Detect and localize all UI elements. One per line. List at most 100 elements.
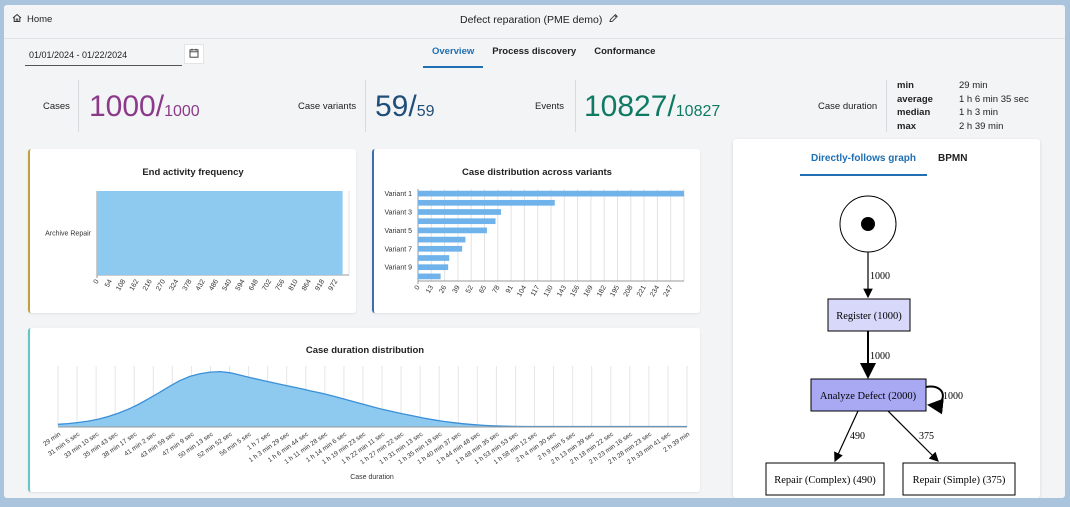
x-tick-label: 378 bbox=[182, 278, 194, 292]
case-duration-table: min 29 min average 1 h 6 min 35 sec median… bbox=[897, 80, 1029, 134]
x-tick-label: 182 bbox=[596, 284, 608, 298]
home-icon bbox=[12, 13, 22, 26]
divider bbox=[78, 80, 79, 132]
calendar-icon bbox=[189, 45, 199, 63]
x-tick-label: 143 bbox=[556, 284, 568, 298]
x-tick-label: 324 bbox=[168, 278, 180, 292]
duration-value: 2 h 39 min bbox=[959, 120, 1004, 132]
x-tick-label: 162 bbox=[129, 278, 141, 292]
top-bar: Home Defect reparation (PME demo) bbox=[4, 5, 1065, 39]
x-tick-label: 972 bbox=[328, 278, 340, 292]
x-tick-label: 432 bbox=[195, 278, 207, 292]
events-total: 10827 bbox=[675, 103, 721, 120]
edge-analyze-simple[interactable] bbox=[887, 410, 939, 462]
duration-key: median bbox=[897, 107, 931, 118]
bar bbox=[418, 199, 555, 206]
x-tick-label: 540 bbox=[221, 278, 233, 292]
x-tick-label: 216 bbox=[142, 278, 154, 292]
node-label: Register (1000) bbox=[836, 311, 902, 322]
bar bbox=[418, 209, 501, 215]
case-duration-label: Case duration bbox=[818, 101, 878, 112]
x-tick-label: 54 bbox=[104, 278, 114, 288]
x-tick-label: 26 bbox=[438, 284, 448, 294]
tab-conformance[interactable]: Conformance bbox=[594, 46, 656, 57]
bar bbox=[97, 191, 343, 275]
y-tick-label: Variant 5 bbox=[385, 228, 413, 235]
case-duration-distribution-card: Case duration distribution 29 min 31 min … bbox=[28, 328, 700, 492]
x-tick-label: 234 bbox=[649, 284, 661, 298]
edge-label: 1000 bbox=[870, 351, 890, 362]
edge-label: 490 bbox=[850, 431, 865, 442]
variant-distribution-chart: 0 13 26 39 52 65 78 91 104 117 130 143 156 169 182 195 2… bbox=[385, 189, 685, 298]
cases-count: 1000/ bbox=[89, 90, 165, 123]
x-tick-label: 864 bbox=[301, 278, 313, 292]
divider bbox=[365, 80, 366, 132]
duration-key: max bbox=[897, 120, 917, 132]
node-analyze-defect[interactable] bbox=[810, 378, 927, 412]
x-tick-label: 0 bbox=[414, 284, 422, 291]
bar bbox=[418, 245, 463, 252]
x-tick-label: 156 bbox=[569, 284, 581, 298]
chart-title: Case duration distribution bbox=[305, 345, 425, 356]
x-tick-label: 117 bbox=[530, 284, 542, 297]
y-tick-label: Variant 9 bbox=[385, 265, 413, 272]
node-register[interactable] bbox=[827, 298, 911, 332]
cases-total: 1000 bbox=[164, 103, 200, 120]
duration-value: 29 min bbox=[959, 80, 988, 91]
edge-analyze-self[interactable] bbox=[925, 385, 944, 415]
x-tick-label: 756 bbox=[275, 278, 287, 292]
variants-count: 59/ bbox=[375, 90, 417, 123]
duration-value: 1 h 3 min bbox=[959, 107, 999, 118]
page-title-area: Defect reparation (PME demo) bbox=[460, 13, 619, 27]
x-tick-label: 810 bbox=[288, 278, 300, 292]
home-label: Home bbox=[27, 14, 53, 25]
node-repair-simple[interactable] bbox=[902, 462, 1016, 496]
edge-analyze-complex[interactable] bbox=[834, 410, 859, 463]
x-tick-label: 221 bbox=[636, 284, 648, 298]
end-activity-frequency-card: End activity frequency 0 54 108 162 216 270 32… bbox=[28, 149, 356, 313]
node-label: Repair (Complex) (490) bbox=[774, 475, 876, 486]
duration-row: average 1 h 6 min 35 sec bbox=[897, 94, 1029, 108]
app-window: Home Defect reparation (PME demo) 01/01/… bbox=[4, 5, 1065, 498]
edit-pencil-icon[interactable] bbox=[608, 13, 619, 27]
calendar-button[interactable] bbox=[184, 44, 204, 64]
y-tick-label: Variant 7 bbox=[385, 246, 413, 253]
cases-label: Cases bbox=[43, 101, 70, 112]
tab-bpmn[interactable]: BPMN bbox=[938, 153, 968, 164]
chart-title: End activity frequency bbox=[142, 167, 244, 178]
edge-label: 1000 bbox=[870, 271, 890, 282]
date-range-field[interactable]: 01/01/2024 - 01/22/2024 bbox=[25, 44, 182, 66]
x-tick-label: 130 bbox=[543, 284, 555, 298]
case-distribution-card: Case distribution across variants 0 13 26 3… bbox=[372, 149, 700, 313]
edge-label: 1000 bbox=[943, 391, 963, 402]
x-axis-label: Case duration bbox=[350, 474, 394, 481]
x-tick-label: 918 bbox=[314, 278, 326, 292]
cases-value: 1000/1000 bbox=[89, 92, 200, 127]
home-link[interactable]: Home bbox=[12, 13, 52, 26]
divider bbox=[575, 80, 576, 132]
y-tick-label: Variant 1 bbox=[385, 191, 413, 198]
directly-follows-graph: 1000 Register (1000) 1000 Analyze Defect… bbox=[765, 195, 1016, 496]
case-variants-value: 59/59 bbox=[375, 92, 435, 127]
x-tick-label: 91 bbox=[505, 284, 515, 294]
chart-title: Case distribution across variants bbox=[462, 167, 612, 178]
duration-key: average bbox=[897, 93, 933, 105]
events-value: 10827/10827 bbox=[584, 92, 720, 127]
x-tick-label: 39 bbox=[452, 284, 462, 294]
node-label: Repair (Simple) (375) bbox=[913, 475, 1006, 486]
x-tick-label: 702 bbox=[261, 278, 273, 292]
x-tick-label: 208 bbox=[623, 284, 635, 298]
tab-overview[interactable]: Overview bbox=[423, 43, 484, 68]
start-node-dot bbox=[861, 217, 875, 231]
x-tick-label: 65 bbox=[478, 284, 488, 294]
bar bbox=[418, 264, 449, 271]
x-tick-label: 108 bbox=[115, 278, 127, 292]
node-repair-complex[interactable] bbox=[765, 462, 885, 496]
page-title: Defect reparation (PME demo) bbox=[460, 14, 603, 26]
tab-directly-follows-graph[interactable]: Directly-follows graph bbox=[800, 153, 928, 176]
tab-process-discovery[interactable]: Process discovery bbox=[492, 46, 577, 57]
duration-row: min 29 min bbox=[897, 80, 1029, 94]
duration-key: min bbox=[897, 80, 914, 91]
bar bbox=[418, 190, 684, 197]
